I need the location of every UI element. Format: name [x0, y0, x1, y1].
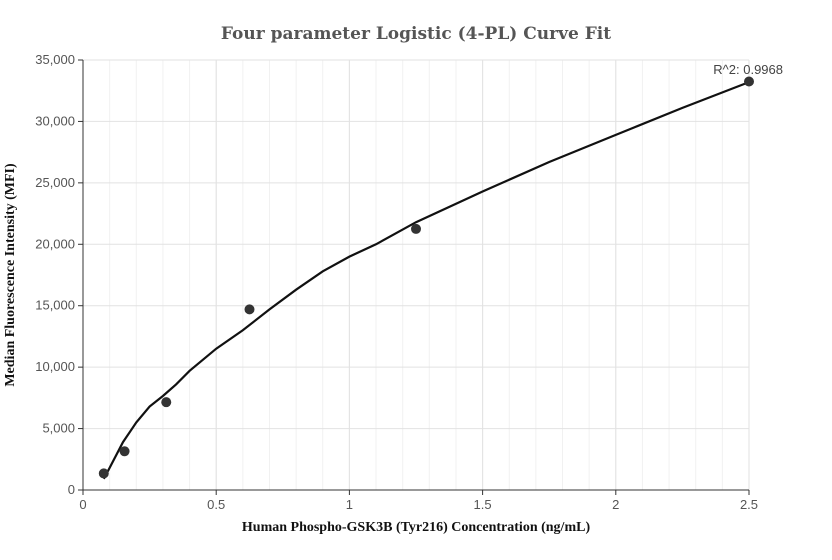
x-tick-label: 1: [346, 497, 353, 512]
x-axis-ticks: 0 0.5 1 1.5 2 2.5: [79, 490, 758, 512]
data-point: [119, 446, 130, 457]
y-tick-label: 30,000: [35, 113, 75, 128]
data-point: [244, 304, 255, 315]
x-tick-label: 0.5: [207, 497, 225, 512]
x-tick-label: 0: [79, 497, 86, 512]
grid: [82, 59, 750, 491]
y-tick-label: 20,000: [35, 236, 75, 251]
x-axis-title: Human Phospho-GSK3B (Tyr216) Concentrati…: [242, 520, 591, 535]
data-point: [161, 397, 172, 408]
data-point: [98, 468, 109, 479]
chart-title: Four parameter Logistic (4-PL) Curve Fit: [221, 24, 611, 44]
x-tick-label: 2.5: [740, 497, 758, 512]
data-point: [744, 76, 754, 87]
x-tick-label: 2: [612, 497, 619, 512]
y-tick-label: 5,000: [42, 421, 75, 436]
data-points: [98, 76, 754, 479]
y-tick-label: 15,000: [35, 298, 75, 313]
y-axis-ticks: 0 5,000 10,000 15,000 20,000 25,000 30,000 35,0…: [35, 52, 83, 497]
y-tick-label: 35,000: [35, 52, 75, 67]
data-point: [411, 223, 421, 234]
r-squared-annotation: R^2: 0.9968: [713, 62, 783, 77]
x-tick-label: 1.5: [474, 497, 492, 512]
fit-curve-line: [102, 81, 750, 480]
y-tick-label: 25,000: [35, 175, 75, 190]
y-axis-title: Median Fluorescence Intensity (MFI): [3, 163, 18, 387]
y-tick-label: 0: [68, 482, 75, 497]
y-tick-label: 10,000: [35, 359, 75, 374]
